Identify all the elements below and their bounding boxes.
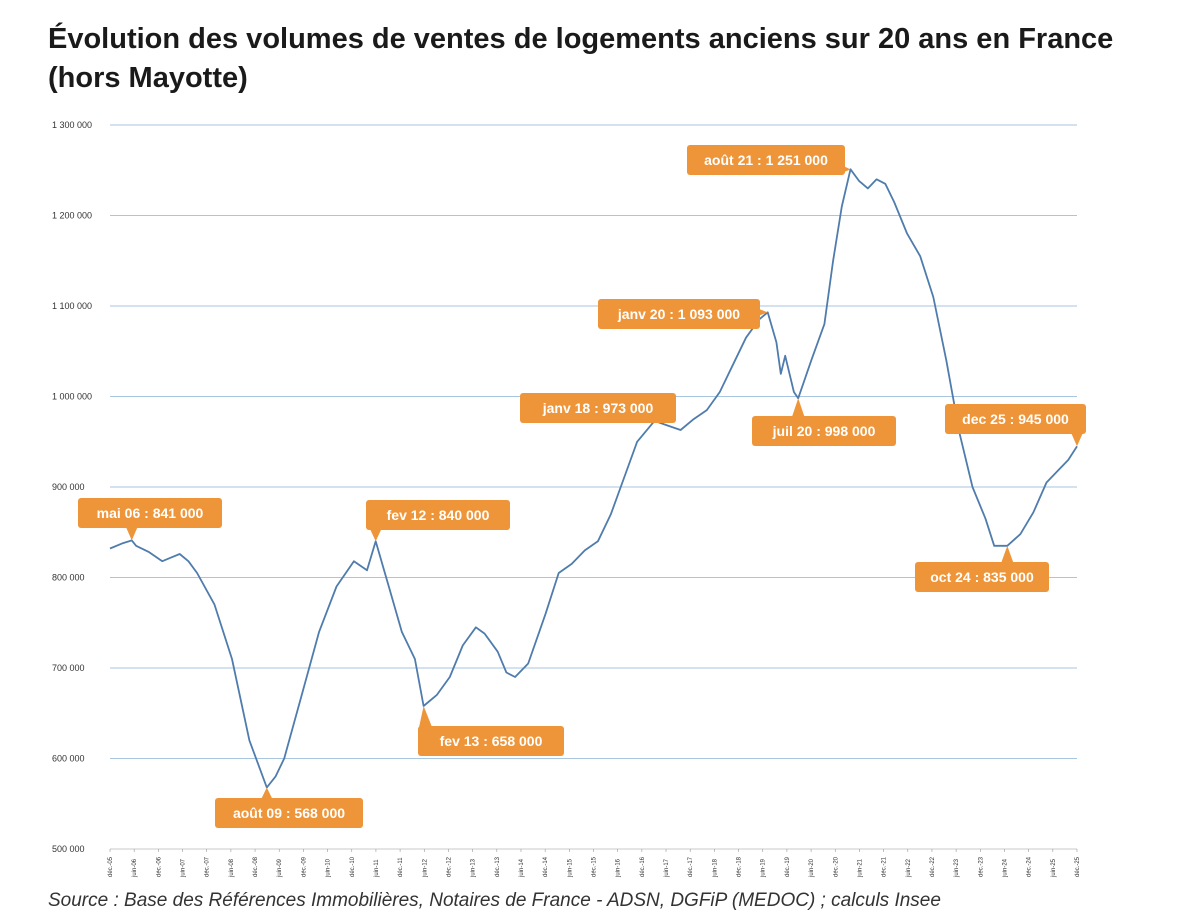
- x-tick-label: juin-07: [181, 858, 187, 878]
- x-tick-label: déc.-21: [882, 856, 888, 877]
- x-tick-label: déc.-23: [978, 856, 984, 877]
- x-tick-label: déc.-17: [688, 856, 694, 877]
- x-tick-label: déc.-08: [253, 856, 259, 877]
- callout-label: fev 12 : 840 000: [387, 507, 490, 523]
- callout-box: [945, 404, 1086, 434]
- x-tick-label: déc.-05: [108, 856, 114, 877]
- y-tick-label: 1 100 000: [52, 301, 92, 311]
- y-tick-label: 600 000: [52, 754, 85, 764]
- y-tick-label: 1 200 000: [52, 211, 92, 221]
- callout: janv 20 : 1 093 000: [598, 299, 768, 329]
- y-tick-label: 700 000: [52, 663, 85, 673]
- x-tick-label: juin-14: [519, 858, 525, 878]
- callout: mai 06 : 841 000: [78, 498, 222, 541]
- x-tick-label: juin-08: [229, 858, 235, 878]
- x-tick-label: juin-24: [1002, 858, 1008, 878]
- x-tick-label: juin-22: [906, 858, 912, 878]
- chart-title: Évolution des volumes de ventes de logem…: [48, 23, 1114, 94]
- x-tick-label: déc.-12: [446, 856, 452, 877]
- x-tick-label: déc.-07: [205, 856, 211, 877]
- series-line: [109, 168, 1078, 789]
- callout-label: juil 20 : 998 000: [772, 423, 876, 439]
- x-tick-label: déc.-19: [785, 856, 791, 877]
- callout: août 21 : 1 251 000: [687, 145, 851, 175]
- y-tick-label: 500 000: [52, 844, 85, 854]
- callout-box: [687, 145, 845, 175]
- gridlines: [110, 124, 1077, 850]
- x-tick-label: déc.-14: [543, 856, 549, 877]
- callout-box: [366, 500, 510, 530]
- x-tick-label: déc.-15: [592, 856, 598, 877]
- x-tick-label: déc.-10: [350, 856, 356, 877]
- callout-box: [598, 299, 760, 329]
- y-tick-label: 800 000: [52, 573, 85, 583]
- x-tick-label: juin-25: [1051, 858, 1057, 878]
- callout-box: [78, 498, 222, 528]
- x-tick-label: juin-06: [132, 858, 138, 878]
- x-tick-label: juin-16: [616, 858, 622, 878]
- y-tick-label: 1 300 000: [52, 120, 92, 130]
- x-tick-label: déc.-11: [398, 857, 404, 877]
- callout: oct 24 : 835 000: [915, 545, 1049, 592]
- x-tick-label: juin-13: [471, 858, 477, 878]
- callout-pointer: [418, 706, 434, 732]
- callout-label: janv 18 : 973 000: [542, 400, 654, 416]
- x-tick-label: juin-15: [567, 858, 573, 878]
- y-tick-label: 1 000 000: [52, 392, 92, 402]
- series-layer: [109, 168, 1078, 789]
- callout-box: [215, 798, 363, 828]
- callout-label: août 09 : 568 000: [233, 805, 345, 821]
- x-tick-label: juin-23: [954, 858, 960, 878]
- callout-label: août 21 : 1 251 000: [704, 152, 828, 168]
- callout-box: [752, 416, 896, 446]
- y-tick-label: 900 000: [52, 482, 85, 492]
- callout-label: mai 06 : 841 000: [97, 505, 204, 521]
- callout: fev 13 : 658 000: [418, 706, 564, 756]
- x-tick-label: juin-10: [326, 858, 332, 878]
- x-tick-label: juin-19: [761, 858, 767, 878]
- x-tick-label: juin-17: [664, 858, 670, 878]
- annotation-callouts: mai 06 : 841 000 août 09 : 568 000 fev 12 …: [78, 145, 1086, 828]
- callout-label: oct 24 : 835 000: [930, 569, 1034, 585]
- x-axis-ticks: déc.-05 juin-06 déc.-06 juin-07 déc.-07 juin-…: [108, 849, 1081, 878]
- x-tick-label: déc.-16: [640, 856, 646, 877]
- callout-label: fev 13 : 658 000: [440, 733, 543, 749]
- x-tick-label: juin-18: [712, 858, 718, 878]
- callout-box: [418, 726, 564, 756]
- x-tick-label: déc.-25: [1075, 856, 1081, 877]
- x-tick-label: déc.-24: [1027, 856, 1033, 877]
- x-tick-label: déc.-22: [930, 856, 936, 877]
- callout: fev 12 : 840 000: [366, 500, 510, 542]
- callout-label: dec 25 : 945 000: [962, 411, 1069, 427]
- x-tick-label: juin-21: [857, 858, 863, 878]
- y-axis-ticks: 500 000 600 000 700 000 800 000 900 000 1 000…: [52, 120, 92, 854]
- x-tick-label: juin-11: [374, 859, 380, 878]
- x-tick-label: déc.-13: [495, 856, 501, 877]
- callout: janv 18 : 973 000: [520, 393, 676, 423]
- x-tick-label: juin-20: [809, 858, 815, 878]
- callout-box: [520, 393, 676, 423]
- callout-box: [915, 562, 1049, 592]
- x-tick-label: déc.-20: [833, 856, 839, 877]
- callout: juil 20 : 998 000: [752, 398, 896, 446]
- callout: dec 25 : 945 000: [945, 404, 1086, 447]
- callout: août 09 : 568 000: [215, 787, 363, 828]
- x-tick-label: déc.-06: [156, 856, 162, 877]
- x-tick-label: déc.-09: [301, 856, 307, 877]
- x-tick-label: juin-12: [422, 858, 428, 878]
- source-note: Source : Base des Références Immobilière…: [48, 890, 941, 911]
- x-tick-label: juin-09: [277, 858, 283, 878]
- x-tick-label: déc.-18: [737, 856, 743, 877]
- callout-label: janv 20 : 1 093 000: [617, 306, 740, 322]
